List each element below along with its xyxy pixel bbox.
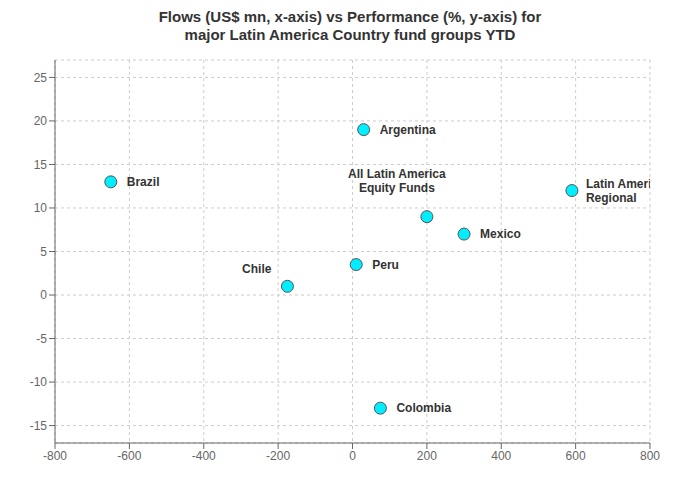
svg-text:600: 600 <box>566 449 586 463</box>
svg-text:800: 800 <box>640 449 660 463</box>
svg-text:-600: -600 <box>117 449 141 463</box>
svg-text:Mexico: Mexico <box>480 227 521 241</box>
svg-text:10: 10 <box>34 201 48 215</box>
svg-text:0: 0 <box>349 449 356 463</box>
svg-text:Colombia: Colombia <box>396 401 451 415</box>
svg-text:-200: -200 <box>266 449 290 463</box>
svg-text:-400: -400 <box>192 449 216 463</box>
svg-text:0: 0 <box>40 288 47 302</box>
svg-text:-800: -800 <box>43 449 67 463</box>
svg-text:15: 15 <box>34 158 48 172</box>
html-text:Flows (US$ mn, x-axis) vs Perf: Flows (US$ mn, x-axis) vs Performance (%… <box>158 8 542 43</box>
svg-text:Chile: Chile <box>242 262 272 276</box>
svg-text:20: 20 <box>34 114 48 128</box>
svg-text:Brazil: Brazil <box>127 175 160 189</box>
svg-text:Peru: Peru <box>372 258 399 272</box>
svg-text:-5: -5 <box>36 332 47 346</box>
svg-text:-15: -15 <box>30 419 48 433</box>
svg-text:400: 400 <box>491 449 511 463</box>
svg-text:Latin AmericaRegional: Latin AmericaRegional <box>586 177 650 205</box>
svg-text:25: 25 <box>34 71 48 85</box>
svg-text:5: 5 <box>40 245 47 259</box>
svg-text:-10: -10 <box>30 375 48 389</box>
svg-text:All Latin AmericaEquity Funds: All Latin AmericaEquity Funds <box>348 167 446 195</box>
svg-text:200: 200 <box>417 449 437 463</box>
svg-text:Argentina: Argentina <box>380 123 436 137</box>
